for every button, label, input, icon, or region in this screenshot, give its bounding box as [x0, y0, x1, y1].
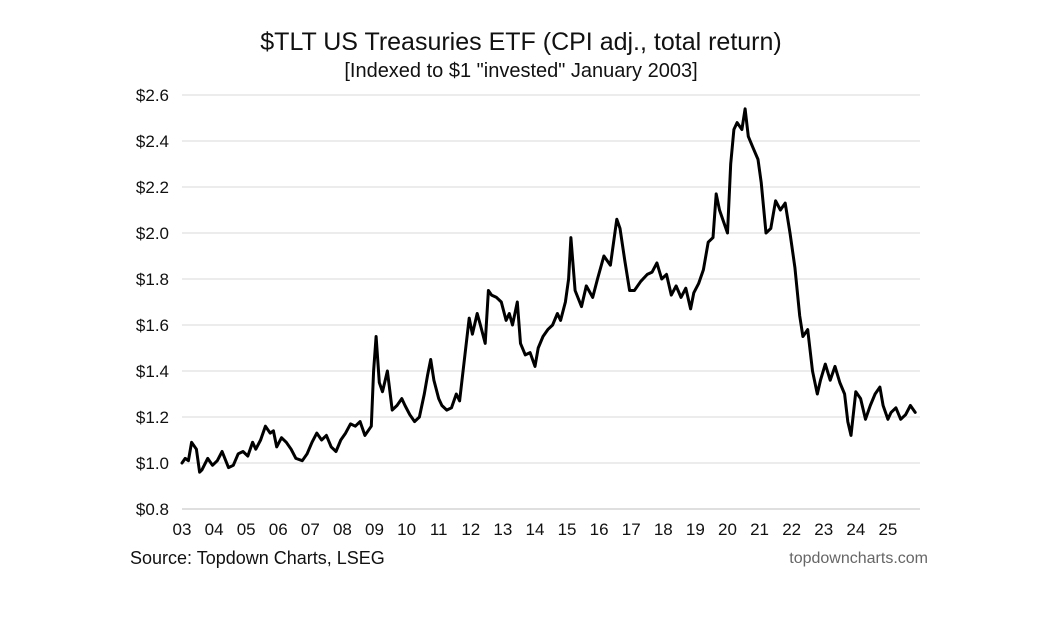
y-tick-label: $1.6: [136, 316, 169, 335]
x-tick-label: 17: [622, 520, 641, 539]
y-tick-label: $1.0: [136, 454, 169, 473]
x-tick-label: 25: [878, 520, 897, 539]
x-tick-label: 21: [750, 520, 769, 539]
x-tick-label: 07: [301, 520, 320, 539]
x-tick-label: 15: [558, 520, 577, 539]
x-tick-label: 14: [525, 520, 544, 539]
y-axis-ticks: $0.8 $1.0 $1.2 $1.4 $1.6 $1.8 $2.0 $2.2 $2.4 $2.6: [136, 86, 169, 519]
x-tick-label: 11: [430, 520, 448, 539]
x-tick-label: 23: [814, 520, 833, 539]
x-tick-label: 22: [782, 520, 801, 539]
x-tick-label: 04: [205, 520, 224, 539]
x-tick-label: 05: [237, 520, 256, 539]
x-tick-label: 03: [173, 520, 192, 539]
y-tick-label: $0.8: [136, 500, 169, 519]
x-axis-ticks: 03 04 05 06 07 08 09 10 11 12 13 14 15 16 17 18 19 20 21 22…: [173, 520, 898, 539]
y-tick-label: $2.0: [136, 224, 169, 243]
y-tick-label: $1.4: [136, 362, 169, 381]
x-tick-label: 16: [590, 520, 609, 539]
gridlines: [182, 94, 920, 510]
brand-watermark: topdowncharts.com: [789, 550, 928, 567]
chart-subtitle: [Indexed to $1 "invested" January 2003]: [344, 60, 698, 82]
y-tick-label: $1.8: [136, 270, 169, 289]
x-tick-label: 20: [718, 520, 737, 539]
x-tick-label: 24: [846, 520, 865, 539]
y-tick-label: $2.6: [136, 86, 169, 105]
x-tick-label: 13: [493, 520, 512, 539]
y-tick-label: $2.2: [136, 178, 169, 197]
source-note: Source: Topdown Charts, LSEG: [130, 548, 385, 568]
chart-title: $TLT US Treasuries ETF (CPI adj., total …: [260, 28, 782, 56]
x-tick-label: 09: [365, 520, 384, 539]
series-line-tlt: [180, 107, 917, 474]
x-tick-label: 19: [686, 520, 705, 539]
y-tick-label: $1.2: [136, 408, 169, 427]
x-tick-label: 08: [333, 520, 352, 539]
x-tick-label: 12: [461, 520, 480, 539]
y-tick-label: $2.4: [136, 132, 169, 151]
x-tick-label: 10: [397, 520, 416, 539]
x-tick-label: 18: [654, 520, 673, 539]
x-tick-label: 06: [269, 520, 288, 539]
